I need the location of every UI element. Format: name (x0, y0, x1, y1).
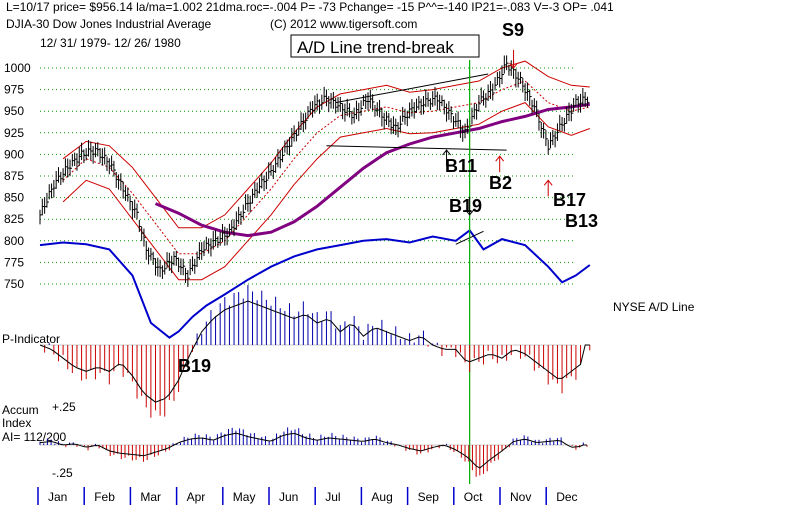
month-label: Jun (279, 490, 298, 504)
month-label: Nov (510, 490, 531, 504)
y-tick-label: 850 (4, 191, 24, 205)
y-tick-label: 900 (4, 147, 24, 161)
annotation-b11: B11 (445, 156, 477, 176)
month-label: Apr (187, 490, 206, 504)
month-label: Sep (418, 490, 440, 504)
y-tick-label: 750 (4, 277, 24, 291)
y-tick-label: 925 (4, 126, 24, 140)
annotation-s9: S9 (502, 20, 524, 40)
accum-tick-neg: -.25 (52, 466, 73, 480)
month-label: Dec (556, 490, 577, 504)
p-indicator-label: P-Indicator (2, 332, 60, 346)
annotation-b13: B13 (565, 211, 598, 231)
annotation-b19: B19 (449, 196, 482, 216)
lower-band-line (62, 102, 590, 281)
accum-tick-pos: +.25 (52, 400, 76, 414)
y-tick-label: 775 (4, 255, 24, 269)
y-tick-label: 975 (4, 83, 24, 97)
signal-arrow-head (509, 62, 518, 69)
signal-arrow-head (442, 149, 451, 156)
signal-arrow-head (465, 209, 475, 216)
ad-line (39, 228, 591, 339)
trend-break-box (290, 34, 480, 58)
signal-arrow-head (543, 179, 553, 186)
annotation-ad-line-label: NYSE A/D Line (613, 300, 695, 314)
y-tick-label: 1000 (4, 61, 31, 75)
month-label: Mar (140, 490, 161, 504)
index-name: DJIA-30 Dow Jones Industrial Average (6, 17, 212, 31)
month-label: Aug (371, 490, 392, 504)
y-tick-label: 950 (4, 104, 24, 118)
copyright: (C) 2012 www.tigersoft.com (270, 17, 418, 31)
index-label: Index (2, 416, 31, 430)
month-label: Jan (48, 490, 67, 504)
stats-line: L=10/17 price= $956.14 la/ma=1.002 21dma… (6, 0, 614, 14)
y-tick-label: 825 (4, 212, 24, 226)
y-tick-label: 800 (4, 234, 24, 248)
month-label: May (233, 490, 256, 504)
ma21-line (62, 80, 590, 255)
p-indicator-b19: B19 (178, 356, 211, 376)
accum-label: Accum (2, 403, 39, 417)
month-label: Feb (94, 490, 115, 504)
signal-arrow-head (495, 155, 505, 162)
trend-line (335, 73, 489, 104)
annotation-b2: B2 (489, 173, 512, 193)
y-tick-label: 875 (4, 169, 24, 183)
annotation-trend-break: A/D Line trend-break (297, 38, 454, 57)
month-label: Jul (325, 490, 340, 504)
trend-line (326, 145, 507, 151)
p-indicator-ma-line (39, 300, 590, 403)
accum-ma-line (39, 432, 587, 469)
annotation-b17: B17 (553, 190, 586, 210)
ai-value-label: AI= 112/200 (2, 430, 66, 444)
long-ma-line (154, 102, 591, 238)
month-label: Oct (464, 490, 483, 504)
date-range: 12/ 31/ 1979- 12/ 26/ 1980 (40, 36, 181, 50)
